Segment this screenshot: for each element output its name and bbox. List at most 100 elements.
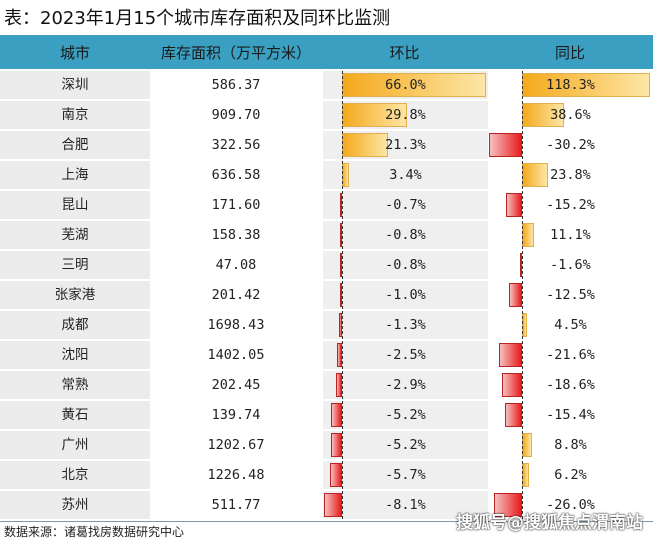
mom-cell: -0.8% [322,221,488,249]
yoy-cell: 11.1% [488,221,653,249]
mom-cell: -5.2% [322,401,488,429]
yoy-cell: -1.6% [488,251,653,279]
area-cell: 511.77 [150,491,322,519]
mom-bar [340,193,343,217]
zero-axis [522,161,523,189]
mom-label: -2.9% [385,377,426,393]
area-cell: 322.56 [150,131,322,159]
mom-cell: -5.7% [322,461,488,489]
table-row: 芜湖 158.38 -0.8% 11.1% [0,221,653,251]
yoy-bar [522,73,650,97]
city-cell: 上海 [0,161,150,189]
yoy-label: -15.4% [546,407,595,423]
mom-bar [324,493,342,517]
city-cell: 张家港 [0,281,150,309]
zero-axis [342,341,343,369]
city-cell: 常熟 [0,371,150,399]
yoy-cell: 8.8% [488,431,653,459]
mom-cell: -0.8% [322,251,488,279]
yoy-label: 38.6% [550,107,591,123]
zero-axis [342,461,343,489]
mom-bar [329,463,342,487]
zero-axis [522,431,523,459]
table-title: 表：2023年1月15个城市库存面积及同环比监测 [4,8,391,29]
mom-label: 66.0% [385,77,426,93]
table-row: 深圳 586.37 66.0% 118.3% [0,71,653,101]
area-cell: 1402.05 [150,341,322,369]
mom-cell: -2.5% [322,341,488,369]
header-mom: 环比 [389,43,420,62]
yoy-cell: -15.2% [488,191,653,219]
city-cell: 三明 [0,251,150,279]
zero-axis [342,131,343,159]
mom-cell: -0.7% [322,191,488,219]
yoy-label: 118.3% [546,77,595,93]
zero-axis [342,491,343,519]
yoy-label: 8.8% [554,437,587,453]
yoy-label: 11.1% [550,227,591,243]
zero-axis [342,251,343,279]
city-cell: 北京 [0,461,150,489]
zero-axis [522,191,523,219]
area-cell: 1698.43 [150,311,322,339]
city-cell: 沈阳 [0,341,150,369]
mom-label: -5.7% [385,467,426,483]
area-cell: 1202.67 [150,431,322,459]
table-row: 黄石 139.74 -5.2% -15.4% [0,401,653,431]
yoy-cell: -21.6% [488,341,653,369]
table-row: 三明 47.08 -0.8% -1.6% [0,251,653,281]
yoy-bar [505,193,522,217]
table-body: 深圳 586.37 66.0% 118.3% 南京 909.70 29.8% 38.6% 合肥 3… [0,71,653,521]
city-cell: 成都 [0,311,150,339]
mom-bar [330,433,342,457]
mom-bar [339,313,342,337]
zero-axis [522,281,523,309]
mom-label: -0.7% [385,197,426,213]
yoy-cell: -18.6% [488,371,653,399]
city-cell: 黄石 [0,401,150,429]
zero-axis [342,221,343,249]
mom-label: -1.3% [385,317,426,333]
table-row: 上海 636.58 3.4% 23.8% [0,161,653,191]
yoy-cell: -26.0% [488,491,653,519]
yoy-bar [505,403,522,427]
mom-bar [340,253,343,277]
yoy-cell: 23.8% [488,161,653,189]
yoy-label: -26.0% [546,497,595,513]
mom-cell: -1.3% [322,311,488,339]
table-header: 城市 库存面积（万平方米） 环比 同比 [0,35,653,71]
zero-axis [522,101,523,129]
yoy-cell: -15.4% [488,401,653,429]
yoy-label: -1.6% [550,257,591,273]
mom-bar [339,283,342,307]
header-city: 城市 [59,43,90,62]
yoy-cell: 118.3% [488,71,653,99]
mom-cell: 66.0% [322,71,488,99]
area-cell: 202.45 [150,371,322,399]
mom-cell: 21.3% [322,131,488,159]
header-area: 库存面积（万平方米） [160,43,311,62]
table-row: 苏州 511.77 -8.1% -26.0% [0,491,653,521]
zero-axis [522,461,523,489]
yoy-bar [522,163,548,187]
yoy-label: -30.2% [546,137,595,153]
area-cell: 158.38 [150,221,322,249]
yoy-cell: 4.5% [488,311,653,339]
mom-label: -2.5% [385,347,426,363]
mom-cell: -1.0% [322,281,488,309]
city-cell: 昆山 [0,191,150,219]
zero-axis [522,71,523,99]
zero-axis [342,371,343,399]
mom-bar [330,403,342,427]
yoy-label: 4.5% [554,317,587,333]
table-row: 合肥 322.56 21.3% -30.2% [0,131,653,161]
zero-axis [342,101,343,129]
yoy-bar [493,493,522,517]
header-yoy: 同比 [554,43,585,62]
zero-axis [522,311,523,339]
zero-axis [522,221,523,249]
area-cell: 139.74 [150,401,322,429]
zero-axis [342,161,343,189]
yoy-bar [501,373,522,397]
table-row: 常熟 202.45 -2.9% -18.6% [0,371,653,401]
